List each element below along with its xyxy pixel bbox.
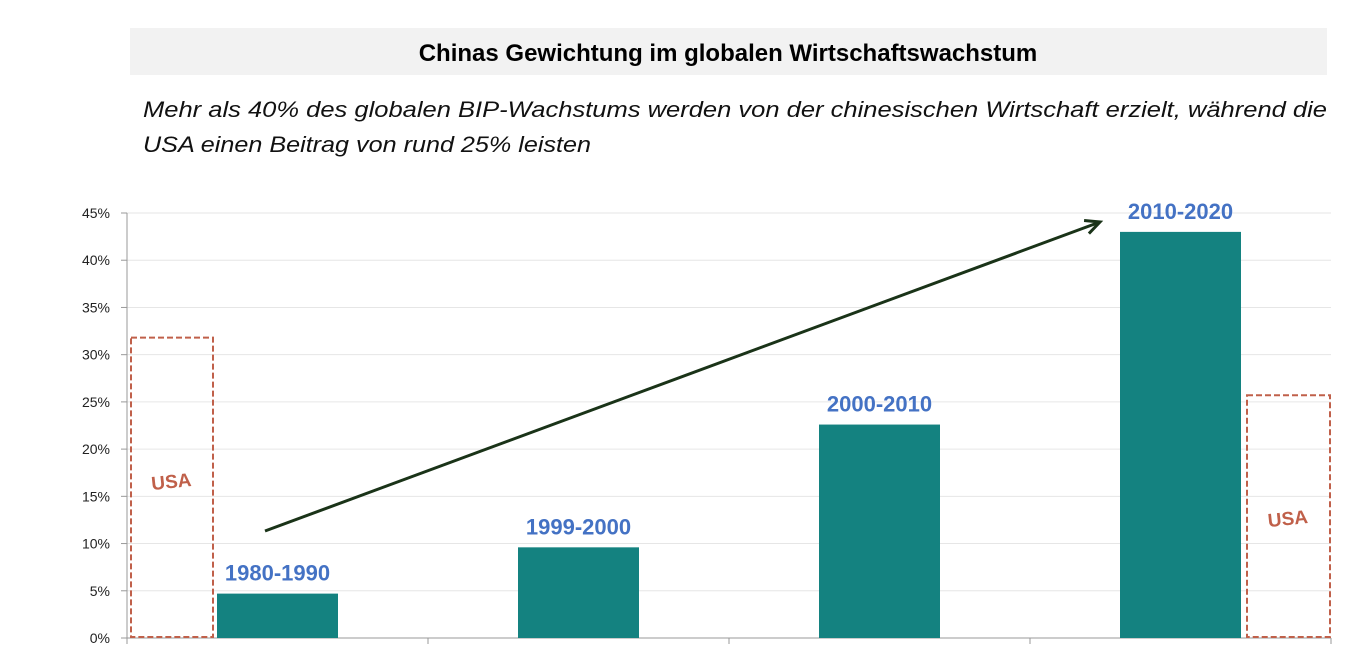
- bar-2000-2010: [819, 424, 940, 638]
- bar-1999-2000: [518, 547, 639, 638]
- data-label: 2010-2020: [1128, 199, 1233, 224]
- y-tick-label: 40%: [82, 252, 110, 268]
- chart-subtitle-line-2: USA einen Beitrag von rund 25% leisten: [143, 132, 591, 157]
- y-tick-label: 15%: [82, 488, 110, 504]
- data-label: 2000-2010: [827, 392, 932, 417]
- trend-arrow: [264, 220, 1101, 533]
- chart-subtitle-line-1: Mehr als 40% des globalen BIP-Wachstums …: [143, 97, 1327, 122]
- y-tick-label: 10%: [82, 536, 110, 552]
- usa-label: USA: [1267, 507, 1309, 532]
- usa-box: [130, 336, 214, 638]
- usa-label: USA: [150, 470, 192, 495]
- chart-title: Chinas Gewichtung im globalen Wirtschaft…: [419, 40, 1038, 67]
- data-label: 1999-2000: [526, 514, 631, 539]
- title-background: [130, 28, 1327, 75]
- usa-box: [1246, 394, 1331, 638]
- y-tick-label: 25%: [82, 394, 110, 410]
- y-tick-label: 45%: [82, 205, 110, 221]
- bar-2010-2020: [1120, 231, 1241, 638]
- y-tick-label: 35%: [82, 299, 110, 315]
- y-tick-label: 5%: [90, 583, 110, 599]
- bar-1980-1990: [217, 593, 338, 638]
- arrow-head-icon: [1083, 218, 1104, 235]
- plot-area: 0% 5% 10% 15% 20% 25% 30% 35% 40% 45% 1980-1990 199…: [82, 199, 1332, 646]
- y-tick-label: 30%: [82, 347, 110, 363]
- y-tick-label: 20%: [82, 441, 110, 457]
- y-tick-label: 0%: [90, 630, 110, 646]
- data-label: 1980-1990: [225, 561, 330, 586]
